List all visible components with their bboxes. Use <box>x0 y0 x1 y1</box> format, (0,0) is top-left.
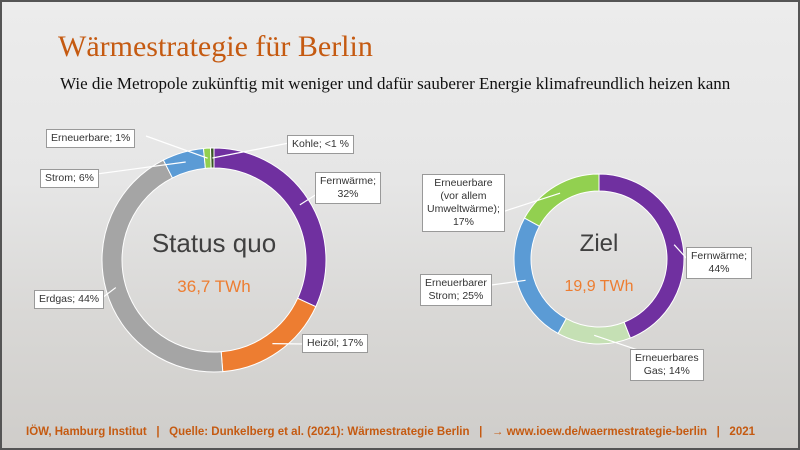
leader-line <box>81 161 186 177</box>
donut-slice <box>162 147 206 179</box>
leader-line <box>673 244 689 261</box>
center-title: Ziel <box>580 230 619 257</box>
subtitle: Wie die Metropole zukünftig mit weniger … <box>60 74 731 93</box>
donut-slice <box>557 317 631 345</box>
center-title: Status quo <box>152 228 276 258</box>
data-label: Kohle; <1 % <box>287 135 354 154</box>
donut-slice <box>513 217 567 335</box>
donut-slice <box>523 173 600 227</box>
data-label: Erdgas; 44% <box>34 290 105 309</box>
leader-line <box>101 287 117 299</box>
donut-slice <box>101 159 224 373</box>
data-label: Erneuerbares Gas; 14% <box>630 349 704 381</box>
data-label: Erneuerbare (vor allem Umweltwärme); 17% <box>422 174 505 232</box>
footer: IÖW, Hamburg Institut | Quelle: Dunkelbe… <box>26 426 756 438</box>
title: Wärmestrategie für Berlin <box>58 30 373 63</box>
data-label: Heizöl; 17% <box>302 334 369 353</box>
leader-line <box>212 142 290 159</box>
data-label: Fernwärme; 32% <box>315 172 382 204</box>
center-value: 36,7 TWh <box>177 277 250 296</box>
leader-line <box>501 192 561 213</box>
data-label: Erneuerbare; 1% <box>46 129 136 148</box>
data-label: Erneuerbarer Strom; 25% <box>420 274 492 306</box>
data-label: Fernwärme; 44% <box>686 247 753 279</box>
leader-line <box>145 135 208 159</box>
center-value: 19,9 TWh <box>564 278 633 295</box>
data-label: Strom; 6% <box>40 169 100 188</box>
donut-slice <box>209 147 215 169</box>
